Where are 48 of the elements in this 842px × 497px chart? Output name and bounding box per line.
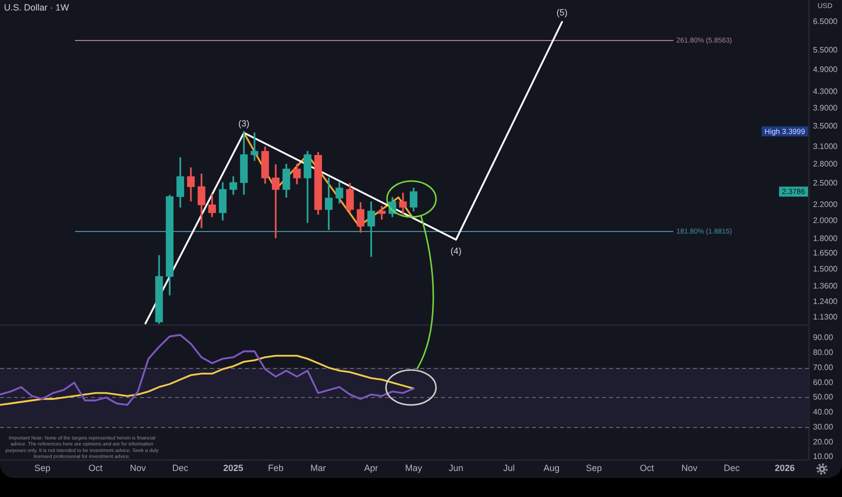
y-tick-label: 4.3000 [813,86,838,96]
x-tick-label: Dec [724,462,740,473]
y-tick-label: 3.1000 [813,142,838,152]
y-tick-label: 1.1300 [813,312,838,322]
y-tick-label: 2.2000 [813,200,838,210]
x-tick-label: Nov [681,462,698,473]
y-tick-label: 1.8000 [813,234,838,243]
chart-title: U.S. Dollar · 1W [4,2,70,12]
x-tick-label: Nov [130,462,146,473]
annotation: (4) [450,246,462,256]
y-tick-label: 2.8000 [813,159,838,168]
x-tick-label: Oct [640,462,654,473]
y-tick-label: 5.5000 [813,45,838,54]
x-tick-label: Aug [543,462,560,473]
y-tick-label: 3.9000 [813,103,838,112]
x-tick-label: Apr [364,462,378,473]
y-tick-label: 30.00 [813,422,834,432]
annotation: (3) [238,118,250,128]
x-tick-label: Oct [88,462,103,473]
y-tick-label: 10.00 [813,452,834,462]
y-tick-label: 60.00 [813,378,834,387]
x-tick-label: 2025 [223,462,244,473]
y-tick-label: 20.00 [813,437,834,446]
x-tick-label: May [405,462,423,473]
y-tick-label: 50.00 [813,392,834,402]
y-tick-label: 90.00 [813,333,834,342]
y-tick-label: 2.5000 [813,178,838,188]
x-tick-label: Jul [503,462,515,473]
y-tick-label: 1.2400 [813,296,838,306]
y-tick-label: 2.0000 [813,216,838,226]
x-tick-label: Mar [310,462,326,473]
y-tick-label: 1.3600 [813,281,838,290]
candlestick [250,132,258,161]
y-tick-label: 1.5000 [813,264,838,274]
x-tick-label: Sep [586,462,602,473]
y-tick-label: 40.00 [813,408,834,417]
x-tick-label: Jun [448,462,464,473]
y-tick-label: 6.5000 [813,17,838,26]
x-tick-label: Feb [268,462,284,473]
y-tick-label: 4.9000 [813,64,838,74]
annotation: (5) [556,7,568,18]
x-tick-label: Dec [172,462,189,473]
x-tick-label: Sep [34,462,50,473]
y-tick-label: 80.00 [813,348,834,358]
x-tick-label: 2026 [774,462,795,473]
y-tick-label: 3.5000 [813,122,838,131]
y-tick-label: 70.00 [813,362,834,372]
y-tick-label: 1.6500 [813,248,838,258]
